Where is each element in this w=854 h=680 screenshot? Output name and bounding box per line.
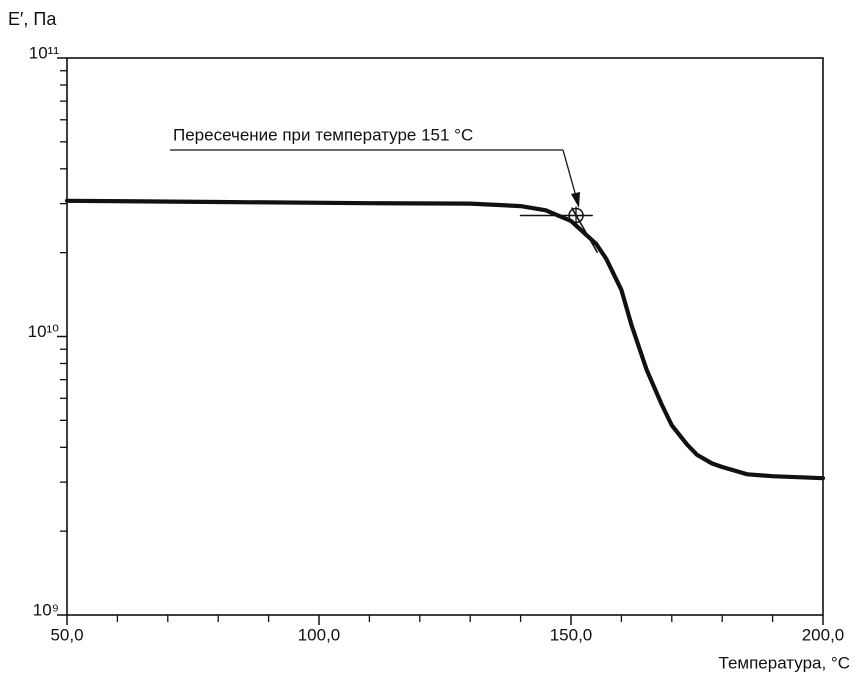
y-tick-label: 10¹⁰ [28,322,60,341]
x-tick-label: 50,0 [50,625,83,644]
annotation-arrowhead [571,192,580,208]
y-tick-label: 10¹¹ [29,43,60,62]
x-tick-label: 100,0 [298,625,341,644]
annotation-leader [562,149,578,201]
y-axis-label: E′, Па [8,9,57,29]
x-tick-label: 200,0 [802,625,845,644]
x-axis-label: Температура, °С [719,653,850,672]
y-tick-label: 10⁹ [33,600,59,619]
annotation-text: Пересечение при температуре 151 °С [173,125,473,144]
x-tick-label: 150,0 [550,625,593,644]
curve [64,198,826,481]
